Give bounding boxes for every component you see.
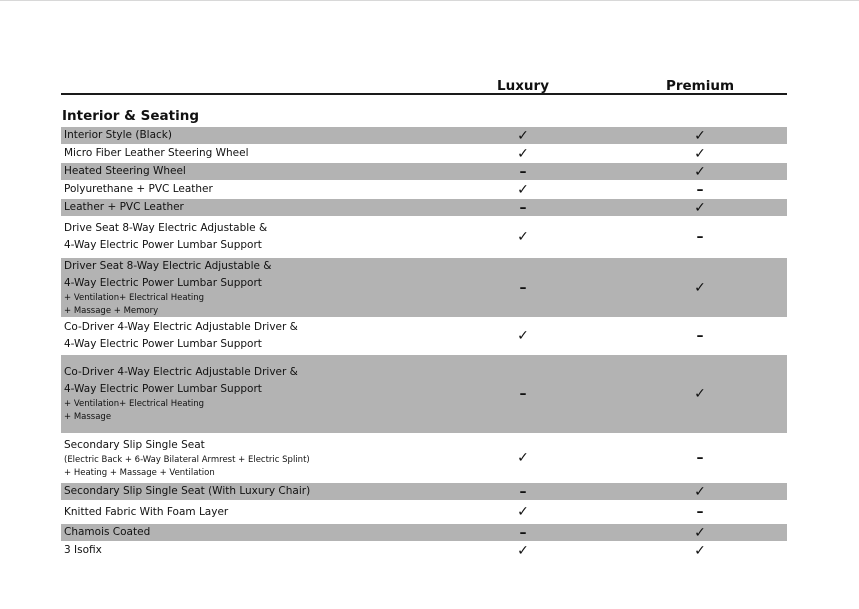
table-row: Driver Seat 8-Way Electric Adjustable & 4… bbox=[61, 258, 787, 317]
feature-detail: + Ventilation+ Electrical Heating bbox=[64, 292, 205, 303]
feature-line: Driver Seat 8-Way Electric Adjustable & bbox=[64, 259, 272, 272]
feature-line: 4-Way Electric Power Lumbar Support bbox=[64, 276, 262, 289]
header-rule bbox=[61, 93, 787, 95]
check-icon: ✓ bbox=[694, 127, 706, 144]
check-icon: ✓ bbox=[517, 181, 529, 198]
table-row: Polyurethane + PVC Leather ✓ – bbox=[61, 181, 787, 198]
dash-icon: – bbox=[696, 504, 704, 520]
check-icon: ✓ bbox=[517, 504, 529, 520]
table-row: Chamois Coated – ✓ bbox=[61, 524, 787, 541]
feature-line: Drive Seat 8-Way Electric Adjustable & bbox=[64, 222, 268, 234]
dash-icon: – bbox=[519, 279, 527, 296]
check-icon: ✓ bbox=[517, 450, 529, 466]
check-icon: ✓ bbox=[517, 328, 529, 344]
feature-line: 4-Way Electric Power Lumbar Support bbox=[64, 338, 262, 350]
feature-line: Secondary Slip Single Seat (With Luxury … bbox=[64, 485, 311, 497]
dash-icon: – bbox=[519, 524, 527, 541]
feature-detail: (Electric Back + 6-Way Bilateral Armrest… bbox=[64, 454, 310, 465]
dash-icon: – bbox=[696, 328, 704, 344]
dash-icon: – bbox=[519, 483, 527, 500]
feature-line: Leather + PVC Leather bbox=[64, 201, 184, 213]
dash-icon: – bbox=[696, 450, 704, 466]
feature-label: Heated Steering Wheel bbox=[61, 163, 494, 180]
feature-label: Co-Driver 4-Way Electric Adjustable Driv… bbox=[61, 319, 494, 353]
table-row: Secondary Slip Single Seat (Electric Back… bbox=[61, 434, 787, 482]
feature-label: Micro Fiber Leather Steering Wheel bbox=[61, 145, 494, 162]
feature-line: Co-Driver 4-Way Electric Adjustable Driv… bbox=[64, 366, 298, 378]
feature-label: 3 Isofix bbox=[61, 542, 494, 559]
section-title: Interior & Seating bbox=[62, 108, 199, 124]
feature-line: Knitted Fabric With Foam Layer bbox=[64, 505, 229, 518]
feature-line: Heated Steering Wheel bbox=[64, 165, 186, 177]
check-icon: ✓ bbox=[694, 386, 706, 402]
feature-label: Drive Seat 8-Way Electric Adjustable & 4-… bbox=[61, 220, 494, 254]
feature-label: Polyurethane + PVC Leather bbox=[61, 181, 494, 198]
feature-detail: + Massage bbox=[64, 412, 112, 422]
check-icon: ✓ bbox=[517, 542, 529, 559]
feature-table: Interior Style (Black) ✓ ✓ Micro Fiber Leat… bbox=[61, 127, 787, 559]
feature-label: Interior Style (Black) bbox=[61, 127, 494, 144]
feature-line: Interior Style (Black) bbox=[64, 129, 172, 141]
feature-label: Secondary Slip Single Seat (With Luxury … bbox=[61, 483, 494, 500]
table-row: Micro Fiber Leather Steering Wheel ✓ ✓ bbox=[61, 145, 787, 162]
dash-icon: – bbox=[519, 386, 527, 402]
feature-label: Chamois Coated bbox=[61, 524, 494, 541]
check-icon: ✓ bbox=[694, 524, 706, 541]
check-icon: ✓ bbox=[517, 127, 529, 144]
check-icon: ✓ bbox=[694, 542, 706, 559]
feature-label: Leather + PVC Leather bbox=[61, 199, 494, 216]
check-icon: ✓ bbox=[517, 145, 529, 162]
table-row: Secondary Slip Single Seat (With Luxury … bbox=[61, 483, 787, 500]
feature-detail: + Ventilation+ Electrical Heating bbox=[64, 399, 205, 409]
check-icon: ✓ bbox=[694, 483, 706, 500]
check-icon: ✓ bbox=[694, 199, 706, 216]
dash-icon: – bbox=[519, 199, 527, 216]
feature-label: Co-Driver 4-Way Electric Adjustable Driv… bbox=[61, 364, 494, 424]
feature-line: 4-Way Electric Power Lumbar Support bbox=[64, 383, 262, 395]
check-icon: ✓ bbox=[694, 279, 706, 296]
table-row: Interior Style (Black) ✓ ✓ bbox=[61, 127, 787, 144]
column-header-luxury: Luxury bbox=[497, 78, 549, 94]
feature-detail: + Heating + Massage + Ventilation bbox=[64, 467, 215, 478]
feature-line: Co-Driver 4-Way Electric Adjustable Driv… bbox=[64, 321, 298, 333]
check-icon: ✓ bbox=[517, 229, 529, 245]
table-row: Knitted Fabric With Foam Layer ✓ – bbox=[61, 501, 787, 523]
top-border bbox=[0, 0, 859, 1]
dash-icon: – bbox=[696, 229, 704, 245]
feature-label: Driver Seat 8-Way Electric Adjustable & 4… bbox=[61, 258, 494, 318]
dash-icon: – bbox=[519, 163, 527, 180]
check-icon: ✓ bbox=[694, 145, 706, 162]
feature-detail: + Massage + Memory bbox=[64, 305, 159, 316]
feature-line: 4-Way Electric Power Lumbar Support bbox=[64, 239, 262, 251]
table-row: Co-Driver 4-Way Electric Adjustable Driv… bbox=[61, 318, 787, 354]
feature-line: Micro Fiber Leather Steering Wheel bbox=[64, 147, 249, 159]
feature-label: Secondary Slip Single Seat (Electric Back… bbox=[61, 437, 494, 480]
feature-line: 3 Isofix bbox=[64, 544, 102, 556]
table-row: Heated Steering Wheel – ✓ bbox=[61, 163, 787, 180]
table-row: Leather + PVC Leather – ✓ bbox=[61, 199, 787, 216]
table-row: 3 Isofix ✓ ✓ bbox=[61, 542, 787, 559]
table-row: Co-Driver 4-Way Electric Adjustable Driv… bbox=[61, 355, 787, 433]
column-header-premium: Premium bbox=[665, 78, 735, 94]
check-icon: ✓ bbox=[694, 163, 706, 180]
feature-label: Knitted Fabric With Foam Layer bbox=[61, 504, 494, 521]
table-row: Drive Seat 8-Way Electric Adjustable & 4-… bbox=[61, 217, 787, 257]
feature-line: Chamois Coated bbox=[64, 526, 151, 538]
feature-line: Polyurethane + PVC Leather bbox=[64, 183, 213, 195]
feature-line: Secondary Slip Single Seat bbox=[64, 438, 205, 451]
dash-icon: – bbox=[696, 181, 704, 198]
